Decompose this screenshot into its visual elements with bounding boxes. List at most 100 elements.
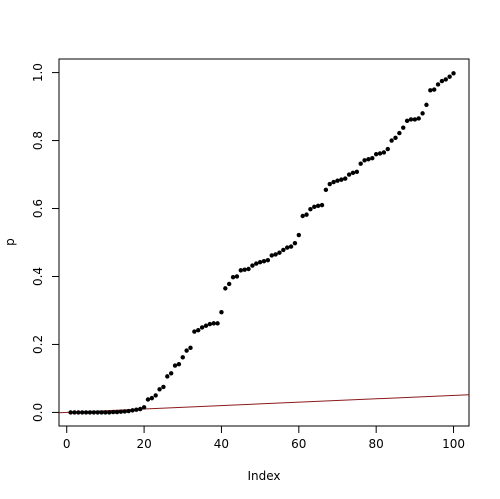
data-point [145,397,151,402]
x-tick-label: 80 [369,437,384,451]
data-point [99,410,104,415]
data-point [230,274,236,280]
data-point [87,410,93,415]
data-point [296,232,302,238]
x-tick-label: 20 [136,437,151,451]
data-point [226,281,232,287]
data-point [304,212,309,217]
data-point [331,179,336,185]
data-point [412,117,418,122]
data-point [126,408,131,414]
data-point [250,263,255,268]
data-point [134,407,139,412]
data-point [257,260,263,265]
data-point [215,321,220,326]
data-point [80,410,85,415]
x-tick-label: 0 [63,437,71,451]
data-point [196,327,201,333]
data-point [366,157,371,162]
data-point [389,138,394,143]
data-point [234,274,240,279]
data-point [404,118,410,124]
data-point [138,406,143,412]
data-point [285,245,290,250]
data-point [269,253,274,258]
data-point [219,309,224,315]
data-point [161,384,166,390]
data-point [343,176,348,181]
data-point [203,323,209,328]
data-points-layer [68,71,456,415]
data-point [447,74,452,79]
data-point [381,150,387,155]
y-axis-title: p [3,238,17,246]
data-point [153,393,158,398]
data-point [118,409,124,414]
x-tick-label: 60 [291,437,306,451]
data-point [319,202,325,208]
data-point [83,410,89,415]
data-point [401,125,406,130]
data-point [315,203,321,208]
data-point [238,268,243,273]
data-point [354,169,360,175]
data-point [350,170,356,176]
y-tick-label: 1.0 [31,63,45,82]
data-point [385,146,390,152]
data-point [288,244,294,249]
data-point [393,135,398,141]
data-point [439,78,445,84]
data-point [292,240,298,246]
y-axis: 0.0 0.2 0.4 0.6 0.8 1.0 [31,63,60,422]
data-point [95,410,100,415]
data-point [246,266,251,272]
y-tick-label: 0.6 [31,199,45,218]
data-point [362,158,367,163]
data-point [254,261,259,266]
data-point [141,405,147,410]
data-point [192,329,197,334]
data-point [300,213,305,219]
data-point [273,252,278,257]
y-tick-label: 0.4 [31,267,45,286]
data-point [346,172,352,177]
data-point [451,71,456,76]
data-point [149,395,155,401]
data-point [211,321,216,326]
data-point [165,374,170,379]
data-point [103,410,108,415]
x-tick-label: 40 [214,437,229,451]
data-point [373,151,379,157]
y-tick-label: 0.8 [31,131,45,150]
y-tick-label: 0.0 [31,403,45,422]
data-point [443,77,448,82]
data-point [416,116,421,121]
data-point [242,267,247,272]
data-point [199,325,205,330]
data-point [370,156,375,161]
data-point [265,257,271,263]
data-point [188,345,193,351]
data-point [223,286,228,291]
data-point [207,321,213,327]
x-axis: 0 20 40 60 80 100 [63,425,465,451]
data-point [358,161,363,166]
data-point [435,82,441,87]
data-point [157,387,162,392]
plot-area-frame [58,58,470,427]
data-point [281,247,286,253]
data-point [335,178,340,183]
data-point [110,409,116,415]
data-point [184,348,189,353]
data-point [76,410,81,415]
data-point [176,361,182,367]
data-point [107,410,112,415]
data-point [168,371,174,376]
data-point [277,250,282,255]
data-point [397,130,402,136]
data-point [408,117,414,122]
data-point [323,187,329,193]
data-point [122,409,127,414]
data-point [431,87,437,92]
